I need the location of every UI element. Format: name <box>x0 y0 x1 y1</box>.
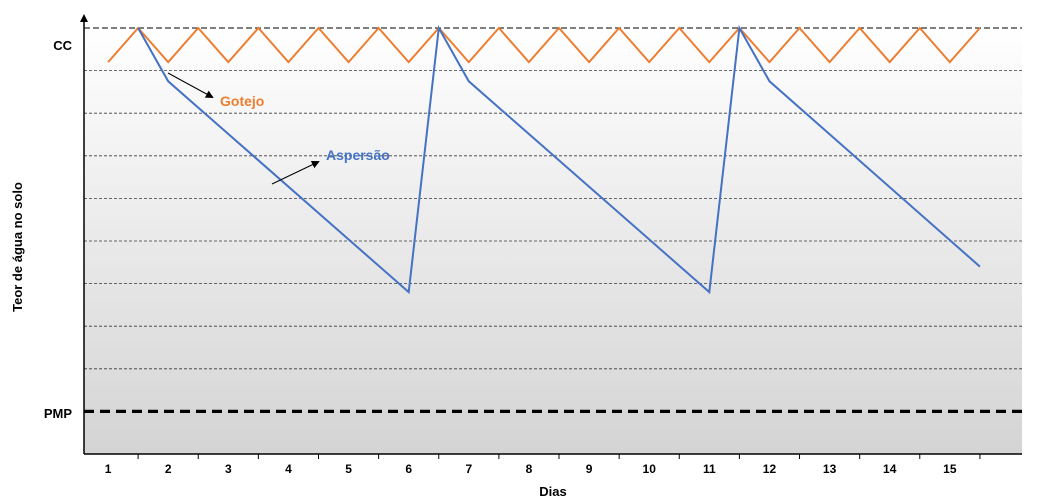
x-tick-label: 9 <box>586 462 593 476</box>
x-tick-label: 5 <box>345 462 352 476</box>
y-level-top: CC <box>53 38 72 53</box>
series-line-aspersao <box>137 24 981 295</box>
y-level-bottom: PMP <box>44 406 73 421</box>
x-tick-label: 11 <box>703 462 716 476</box>
series-lines <box>107 24 981 295</box>
x-tick-label: 10 <box>643 462 657 476</box>
aspersao-label: Aspersão <box>326 147 390 163</box>
x-tick-label: 12 <box>763 462 777 476</box>
x-tick-label: 4 <box>285 462 292 476</box>
aspersao-pointer-arrow <box>271 160 320 185</box>
x-tick-label: 3 <box>225 462 232 476</box>
gotejo-pointer-arrow <box>167 72 214 98</box>
x-tick-label: 6 <box>405 462 412 476</box>
x-tick-label: 7 <box>465 462 472 476</box>
x-tick-label: 8 <box>526 462 533 476</box>
x-tick-label: 15 <box>943 462 957 476</box>
x-ticks: 1 2 3 4 5 6 7 8 9 10 11 12 13 14 15 <box>105 454 981 476</box>
x-axis-title: Dias <box>539 484 566 499</box>
x-tick-label: 14 <box>883 462 897 476</box>
gotejo-label: Gotejo <box>220 93 264 109</box>
x-tick-label: 1 <box>105 462 112 476</box>
series-line-gotejo <box>107 26 981 64</box>
y-axis-title: Teor de água no solo <box>10 182 25 312</box>
gridlines <box>84 27 1022 413</box>
x-tick-label: 13 <box>823 462 837 476</box>
x-tick-label: 2 <box>165 462 172 476</box>
